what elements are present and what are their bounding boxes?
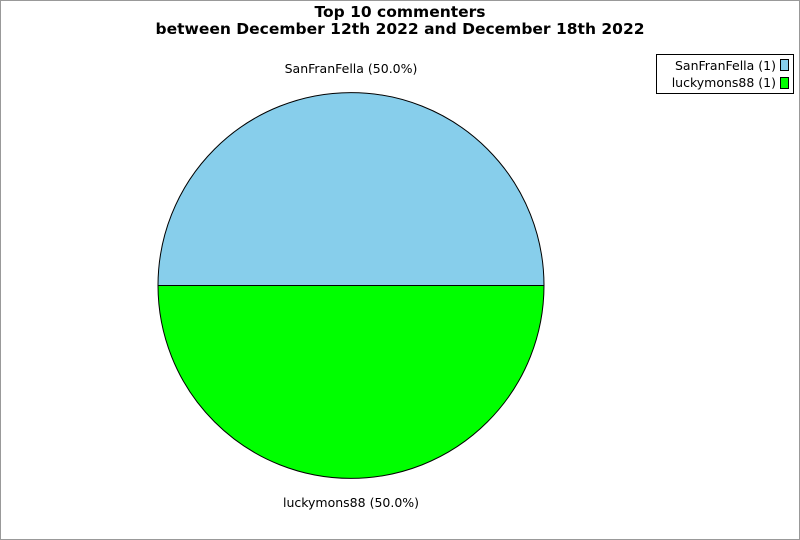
legend-swatch-sanfranfella (780, 59, 789, 72)
legend-label: SanFranFella (1) (674, 57, 776, 73)
legend-swatch-luckymons88 (780, 76, 789, 89)
pie-slice-luckymons88 (157, 285, 545, 479)
legend-item: luckymons88 (1) (659, 75, 789, 91)
pie-slice-label-luckymons88: luckymons88 (50.0%) (282, 495, 420, 510)
pie-slice-label-sanfranfella: SanFranFella (50.0%) (284, 61, 418, 76)
legend: SanFranFella (1) luckymons88 (1) (656, 54, 794, 94)
pie-slice-sanfranfella (157, 92, 545, 286)
chart-title-line1: Top 10 commenters (314, 3, 486, 21)
legend-label: luckymons88 (1) (671, 75, 776, 91)
legend-item: SanFranFella (1) (659, 57, 789, 73)
chart-title-line2: between December 12th 2022 and December … (155, 20, 645, 38)
chart-title: Top 10 commenters between December 12th … (1, 4, 799, 38)
